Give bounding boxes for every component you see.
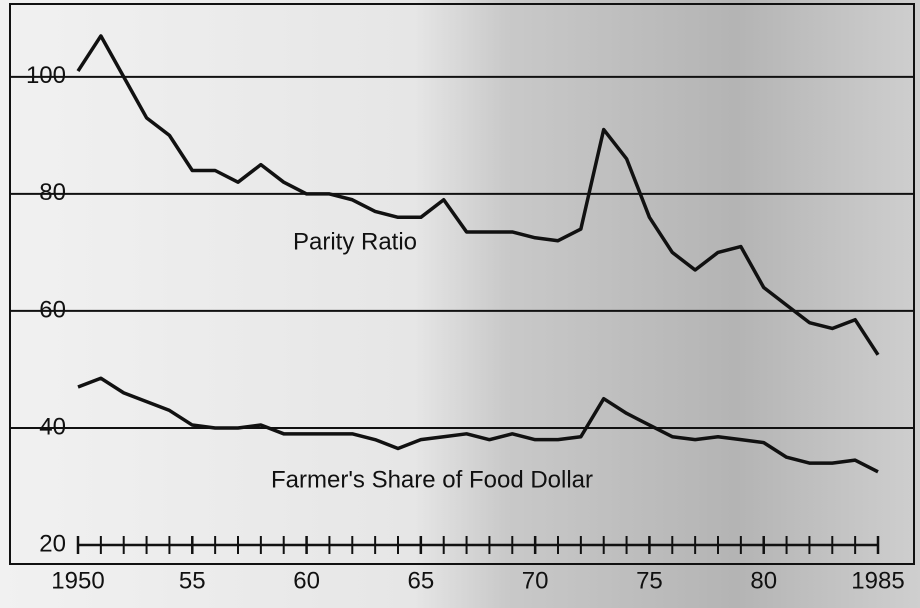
x-tick-label: 1985 bbox=[851, 567, 904, 594]
y-tick-label: 20 bbox=[39, 530, 66, 557]
x-tick-label: 70 bbox=[522, 567, 549, 594]
series-label: Parity Ratio bbox=[293, 228, 417, 255]
series-label: Farmer's Share of Food Dollar bbox=[271, 466, 593, 493]
frame bbox=[9, 3, 915, 565]
x-tick-label: 80 bbox=[750, 567, 777, 594]
x-tick-label: 1950 bbox=[51, 567, 104, 594]
x-tick-label: 65 bbox=[408, 567, 435, 594]
x-tick-label: 60 bbox=[293, 567, 320, 594]
data-line bbox=[77, 376, 879, 474]
y-tick-label: 40 bbox=[39, 413, 66, 440]
y-tick-label: 80 bbox=[39, 179, 66, 206]
y-tick-label: 100 bbox=[26, 62, 66, 89]
data-line bbox=[76, 34, 880, 356]
x-tick-label: 75 bbox=[636, 567, 663, 594]
x-tick-label: 55 bbox=[179, 567, 206, 594]
y-tick-label: 60 bbox=[39, 296, 66, 323]
